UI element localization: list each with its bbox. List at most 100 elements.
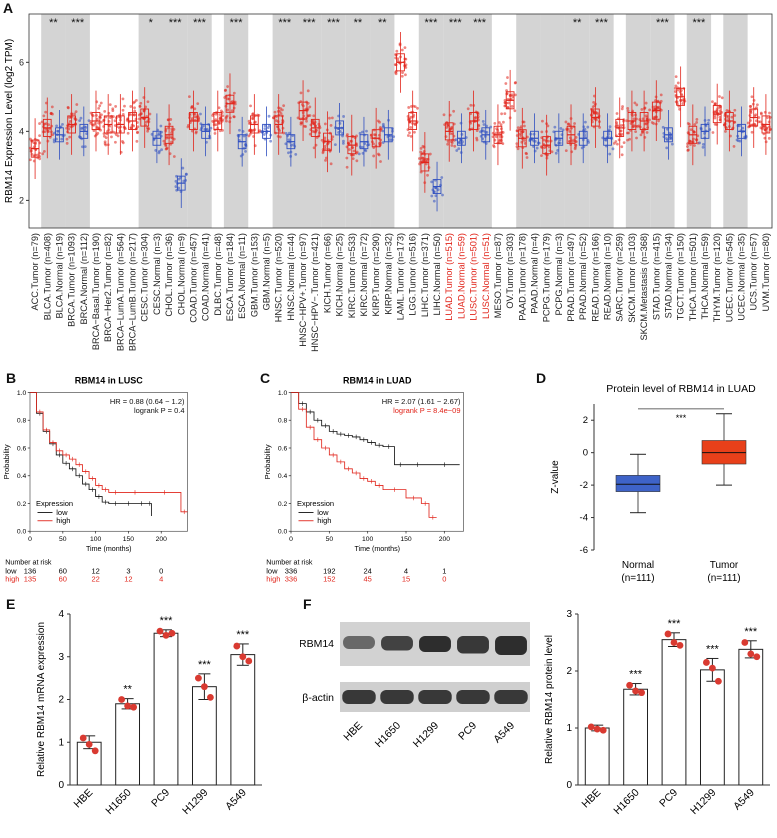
bar bbox=[661, 639, 687, 786]
data-point bbox=[498, 121, 501, 124]
data-point bbox=[707, 118, 711, 122]
blot-lane-label: HBE bbox=[341, 720, 365, 744]
data-point bbox=[251, 112, 255, 116]
data-point bbox=[170, 131, 173, 135]
data-point bbox=[434, 194, 438, 198]
data-point bbox=[432, 199, 436, 203]
category-label: UCEC.Normal (n=35) bbox=[737, 233, 747, 321]
data-point bbox=[320, 138, 324, 142]
panel-e-barplot: 0 1 2 3 4 Relative RBM14 mRNA expression HBE **… bbox=[36, 609, 262, 817]
data-point bbox=[329, 162, 333, 166]
data-point bbox=[52, 138, 56, 142]
blot-band-rbm14 bbox=[457, 636, 489, 654]
y-tick-label: 1.0 bbox=[17, 390, 27, 397]
data-point bbox=[56, 129, 60, 133]
category-label: GBM.Tumor (n=153) bbox=[249, 233, 259, 317]
y-tick-label: 0.0 bbox=[278, 529, 288, 536]
hr-annotation: HR = 2.07 (1.61 − 2.67) bbox=[382, 397, 461, 406]
data-point bbox=[505, 89, 508, 92]
data-point bbox=[232, 91, 236, 95]
category-label: KIRP.Tumor (n=290) bbox=[371, 233, 381, 317]
risk-low-value: 24 bbox=[363, 566, 371, 575]
risk-row-low: low bbox=[266, 566, 278, 575]
y-tick-label: -2 bbox=[580, 480, 588, 491]
data-point bbox=[440, 176, 444, 179]
data-point bbox=[701, 142, 705, 146]
significance-mark: *** bbox=[198, 659, 212, 671]
category-label: CHOL.Tumor (n=36) bbox=[164, 233, 174, 317]
data-point bbox=[157, 133, 161, 137]
significance-mark: *** bbox=[230, 17, 244, 29]
data-point bbox=[38, 122, 41, 125]
risk-low-value: 336 bbox=[285, 566, 298, 575]
data-point bbox=[103, 110, 107, 113]
category-label: UCS.Tumor (n=57) bbox=[749, 233, 759, 311]
data-point bbox=[323, 122, 327, 126]
data-point bbox=[570, 126, 573, 130]
blot-band-actin bbox=[494, 690, 528, 704]
y-tick-label: 0.4 bbox=[17, 473, 27, 480]
data-point bbox=[129, 126, 133, 130]
data-point bbox=[404, 73, 407, 77]
data-point bbox=[713, 116, 717, 120]
data-point bbox=[213, 132, 217, 135]
data-point bbox=[121, 97, 125, 101]
category-label: SARC.Tumor (n=259) bbox=[615, 233, 625, 322]
data-point bbox=[199, 112, 202, 116]
category-label: THCA.Tumor (n=501) bbox=[688, 233, 698, 321]
data-point bbox=[79, 116, 83, 120]
data-point bbox=[396, 57, 400, 61]
data-point bbox=[239, 653, 247, 661]
risk-low-value: 1 bbox=[442, 566, 446, 575]
data-point bbox=[513, 109, 517, 113]
data-point bbox=[386, 135, 390, 139]
data-point bbox=[224, 119, 228, 123]
blot-band-rbm14 bbox=[495, 636, 527, 655]
data-point bbox=[510, 105, 514, 108]
y-tick-label: 0.6 bbox=[17, 445, 27, 452]
data-point bbox=[634, 130, 638, 134]
data-point bbox=[361, 146, 365, 149]
significance-mark: *** bbox=[744, 626, 758, 638]
data-point bbox=[330, 116, 334, 120]
data-point bbox=[625, 119, 628, 123]
data-point bbox=[400, 48, 404, 52]
data-point bbox=[196, 114, 200, 118]
data-point bbox=[42, 149, 46, 153]
grey-band bbox=[370, 14, 395, 228]
significance-mark: *** bbox=[278, 17, 292, 29]
data-point bbox=[768, 111, 771, 115]
data-point bbox=[172, 155, 176, 158]
category-label: HBE bbox=[580, 787, 604, 811]
data-point bbox=[253, 128, 257, 132]
category-label: PRAD.Normal (n=52) bbox=[578, 233, 588, 320]
data-point bbox=[376, 119, 380, 123]
data-point bbox=[513, 93, 517, 97]
data-point bbox=[446, 142, 450, 146]
data-point bbox=[66, 105, 70, 109]
grey-band bbox=[223, 14, 249, 228]
data-point bbox=[747, 650, 755, 658]
data-point bbox=[323, 136, 327, 140]
data-point bbox=[41, 152, 45, 156]
significance-mark: *** bbox=[425, 17, 439, 29]
data-point bbox=[187, 95, 191, 99]
category-label: BRCA−LumA.Tumor (n=564) bbox=[115, 233, 125, 351]
data-point bbox=[306, 89, 310, 93]
data-point bbox=[714, 102, 717, 106]
data-point bbox=[299, 121, 303, 125]
grey-band bbox=[296, 14, 322, 228]
data-point bbox=[287, 151, 290, 155]
data-point bbox=[44, 110, 48, 114]
data-point bbox=[142, 109, 146, 113]
data-point bbox=[680, 94, 684, 97]
data-point bbox=[148, 112, 152, 116]
data-point bbox=[311, 129, 315, 133]
data-point bbox=[622, 141, 626, 145]
data-point bbox=[418, 162, 421, 166]
data-point bbox=[750, 130, 754, 134]
data-point bbox=[633, 101, 637, 105]
data-point bbox=[91, 747, 99, 755]
category-label: PC9 bbox=[657, 787, 680, 810]
data-point bbox=[85, 740, 93, 748]
